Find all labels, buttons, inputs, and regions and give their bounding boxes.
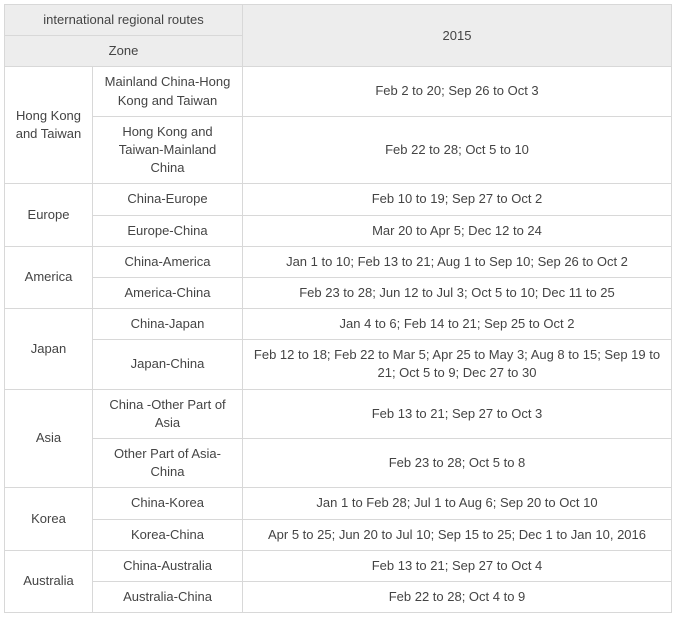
table-row: EuropeChina-EuropeFeb 10 to 19; Sep 27 t… (5, 184, 672, 215)
table-row: Other Part of Asia-ChinaFeb 23 to 28; Oc… (5, 439, 672, 488)
zone-cell: China-Korea (93, 488, 243, 519)
table-row: America-ChinaFeb 23 to 28; Jun 12 to Jul… (5, 277, 672, 308)
routes-table: international regional routes 2015 Zone … (4, 4, 672, 613)
zone-cell: China-America (93, 246, 243, 277)
zone-cell: China-Europe (93, 184, 243, 215)
dates-cell: Jan 4 to 6; Feb 14 to 21; Sep 25 to Oct … (243, 309, 672, 340)
zone-cell: Korea-China (93, 519, 243, 550)
table-row: JapanChina-JapanJan 4 to 6; Feb 14 to 21… (5, 309, 672, 340)
region-cell: Australia (5, 550, 93, 612)
zone-cell: Japan-China (93, 340, 243, 389)
dates-cell: Feb 12 to 18; Feb 22 to Mar 5; Apr 25 to… (243, 340, 672, 389)
header-title: international regional routes (5, 5, 243, 36)
dates-cell: Feb 2 to 20; Sep 26 to Oct 3 (243, 67, 672, 116)
region-cell: Korea (5, 488, 93, 550)
table-row: AmericaChina-AmericaJan 1 to 10; Feb 13 … (5, 246, 672, 277)
zone-cell: China-Australia (93, 550, 243, 581)
zone-cell: Australia-China (93, 581, 243, 612)
zone-cell: Europe-China (93, 215, 243, 246)
dates-cell: Feb 10 to 19; Sep 27 to Oct 2 (243, 184, 672, 215)
region-cell: Hong Kong and Taiwan (5, 67, 93, 184)
table-row: Korea-ChinaApr 5 to 25; Jun 20 to Jul 10… (5, 519, 672, 550)
table-row: Japan-ChinaFeb 12 to 18; Feb 22 to Mar 5… (5, 340, 672, 389)
header-year: 2015 (243, 5, 672, 67)
dates-cell: Feb 13 to 21; Sep 27 to Oct 4 (243, 550, 672, 581)
zone-cell: China-Japan (93, 309, 243, 340)
dates-cell: Feb 13 to 21; Sep 27 to Oct 3 (243, 389, 672, 438)
dates-cell: Feb 22 to 28; Oct 4 to 9 (243, 581, 672, 612)
table-body: Hong Kong and TaiwanMainland China-Hong … (5, 67, 672, 613)
dates-cell: Apr 5 to 25; Jun 20 to Jul 10; Sep 15 to… (243, 519, 672, 550)
zone-cell: China -Other Part of Asia (93, 389, 243, 438)
table-row: KoreaChina-KoreaJan 1 to Feb 28; Jul 1 t… (5, 488, 672, 519)
dates-cell: Jan 1 to 10; Feb 13 to 21; Aug 1 to Sep … (243, 246, 672, 277)
dates-cell: Mar 20 to Apr 5; Dec 12 to 24 (243, 215, 672, 246)
zone-cell: Mainland China-Hong Kong and Taiwan (93, 67, 243, 116)
dates-cell: Feb 23 to 28; Oct 5 to 8 (243, 439, 672, 488)
table-row: AsiaChina -Other Part of AsiaFeb 13 to 2… (5, 389, 672, 438)
table-row: AustraliaChina-AustraliaFeb 13 to 21; Se… (5, 550, 672, 581)
table-row: Hong Kong and Taiwan-Mainland ChinaFeb 2… (5, 116, 672, 184)
zone-cell: America-China (93, 277, 243, 308)
table-row: Hong Kong and TaiwanMainland China-Hong … (5, 67, 672, 116)
header-zone: Zone (5, 36, 243, 67)
table-row: Europe-ChinaMar 20 to Apr 5; Dec 12 to 2… (5, 215, 672, 246)
zone-cell: Other Part of Asia-China (93, 439, 243, 488)
dates-cell: Feb 22 to 28; Oct 5 to 10 (243, 116, 672, 184)
dates-cell: Jan 1 to Feb 28; Jul 1 to Aug 6; Sep 20 … (243, 488, 672, 519)
header-row-1: international regional routes 2015 (5, 5, 672, 36)
table-row: Australia-ChinaFeb 22 to 28; Oct 4 to 9 (5, 581, 672, 612)
region-cell: Japan (5, 309, 93, 390)
region-cell: America (5, 246, 93, 308)
zone-cell: Hong Kong and Taiwan-Mainland China (93, 116, 243, 184)
region-cell: Asia (5, 389, 93, 488)
region-cell: Europe (5, 184, 93, 246)
dates-cell: Feb 23 to 28; Jun 12 to Jul 3; Oct 5 to … (243, 277, 672, 308)
